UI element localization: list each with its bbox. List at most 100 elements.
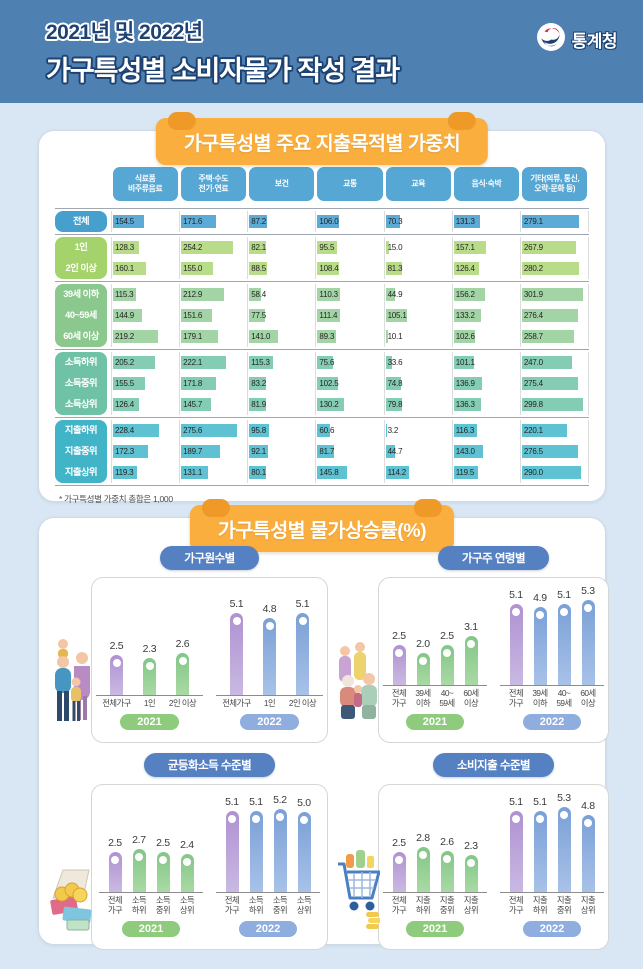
row-label: 39세 이하 <box>63 289 99 299</box>
weight-bar <box>317 377 339 390</box>
year-pill: 2021 <box>121 921 181 937</box>
bar-column: 3.1 <box>460 621 482 686</box>
row-label-group: 소득하위 소득중위 소득상위 <box>55 352 107 415</box>
weight-value: 219.2 <box>115 332 135 341</box>
weight-bar <box>249 215 268 228</box>
column-header: 주택·수도 전기·연료 <box>180 167 247 201</box>
weight-value: 279.1 <box>523 217 543 226</box>
bar-value-label: 4.9 <box>533 591 547 604</box>
weight-bar <box>181 356 227 369</box>
year-pill: 2022 <box>522 921 582 937</box>
weight-cell: 44.7 <box>383 441 452 462</box>
bar-value-label: 5.3 <box>581 585 595 598</box>
weight-value: 301.9 <box>523 290 543 299</box>
bar-value-label: 2.5 <box>392 630 406 643</box>
table-row-group: 39세 이하 40~59세 60세 이상 115.3 212.9 58.4 110.3 44.… <box>55 281 589 349</box>
weight-cell: 212.9 <box>179 284 247 305</box>
weight-value: 141.0 <box>251 332 271 341</box>
weight-bar <box>453 356 475 369</box>
weight-value: 115.3 <box>251 358 270 367</box>
weight-bar <box>385 445 395 458</box>
weight-cell: 60.6 <box>315 420 383 441</box>
weight-value: 102.6 <box>455 332 475 341</box>
weight-value: 119.5 <box>455 468 475 477</box>
weight-bar <box>385 288 395 301</box>
category-label: 지출 중위 <box>439 895 455 916</box>
header-spacer <box>55 167 111 201</box>
bar-column: 4.8 <box>577 800 599 893</box>
weight-cell: 115.3 <box>111 284 179 305</box>
weight-bar <box>317 424 330 437</box>
weight-bar <box>249 356 273 369</box>
weight-bar <box>385 262 403 275</box>
weight-value: 15.0 <box>387 243 403 252</box>
table-row-group: 전체 154.5 171.6 87.2 106.0 70.3 131.3 279.1 <box>55 208 589 234</box>
agency-logo: 통계청 <box>536 22 618 57</box>
weight-value: 44.7 <box>387 447 403 456</box>
category-label: 소득 중위 <box>272 895 288 916</box>
bar-column: 2.3 <box>134 643 165 696</box>
weight-value: 75.6 <box>319 358 335 367</box>
weight-bar <box>113 262 146 275</box>
axis-baseline: 전체 가구 소득 하위 소득 중위 소득 상위 <box>216 892 320 916</box>
agency-name: 통계청 <box>571 32 618 51</box>
bar-dot <box>584 604 592 613</box>
weight-value: 105.1 <box>387 311 407 320</box>
weight-value: 116.3 <box>455 426 475 435</box>
weight-cell: 299.8 <box>519 394 589 415</box>
weight-bar <box>113 398 139 411</box>
weight-value: 258.7 <box>523 332 543 341</box>
axis-baseline: 전체 가구 39세 이하 40~ 59세 60세 이상 <box>383 685 487 709</box>
bar <box>533 606 547 686</box>
weight-value: 220.1 <box>523 426 543 435</box>
category-label: 소득 하위 <box>248 895 264 916</box>
weight-value: 79.8 <box>387 400 403 409</box>
bar-value-label: 5.1 <box>295 598 310 611</box>
axis-baseline: 전체가구 1인 2인 이상 <box>96 695 203 709</box>
weight-value: 276.5 <box>523 447 543 456</box>
row-label: 지출상위 <box>64 467 98 477</box>
category-label: 39세 이하 <box>532 688 548 709</box>
bar-value-label: 5.1 <box>249 795 263 808</box>
bar-column: 5.1 <box>505 589 527 686</box>
weight-cell: 151.6 <box>179 305 247 326</box>
bar <box>110 655 123 696</box>
category-label: 1인 <box>143 698 156 709</box>
bar-column: 5.1 <box>287 598 318 696</box>
weight-cell: 75.6 <box>315 352 383 373</box>
bar <box>509 603 523 686</box>
weight-cell: 70.3 <box>383 211 452 232</box>
weight-value: 106.0 <box>319 217 339 226</box>
category-label: 40~ 59세 <box>439 688 455 709</box>
bar-column: 2.5 <box>104 837 126 893</box>
bar-dot <box>159 856 167 865</box>
weight-value: 83.2 <box>251 379 267 388</box>
weight-bar <box>317 445 335 458</box>
weight-cell: 171.6 <box>179 211 247 232</box>
shopping-cart-illustration <box>336 836 381 934</box>
weight-cell: 301.9 <box>519 284 589 305</box>
weight-cell: 157.1 <box>451 237 520 258</box>
weight-cell: 74.8 <box>383 373 452 394</box>
category-label: 전체 가구 <box>391 688 407 709</box>
table-row-group: 지출하위 지출중위 지출상위 228.4 275.6 95.8 60.6 3.2 116.3 22… <box>55 417 589 485</box>
weight-bar <box>385 356 393 369</box>
weight-bar <box>249 262 268 275</box>
weight-cell: 128.3 <box>111 237 179 258</box>
weight-cell: 108.4 <box>315 258 383 279</box>
category-label: 지출 하위 <box>532 895 548 916</box>
bar-column: 5.1 <box>245 796 267 893</box>
weight-bar <box>521 377 578 390</box>
weight-value: 81.9 <box>251 400 267 409</box>
weight-bar <box>521 241 577 254</box>
weight-cell: 254.2 <box>179 237 247 258</box>
weight-cell: 116.3 <box>451 420 520 441</box>
weight-bar <box>181 445 220 458</box>
weight-value: 108.4 <box>319 264 339 273</box>
weight-bar <box>181 241 233 254</box>
axis-baseline: 전체 가구 지출 하위 지출 중위 지출 상위 <box>500 892 604 916</box>
weight-value: 77.5 <box>251 311 267 320</box>
bar-dot <box>112 659 121 668</box>
weight-cell: 10.1 <box>383 326 452 347</box>
bar <box>509 810 523 893</box>
